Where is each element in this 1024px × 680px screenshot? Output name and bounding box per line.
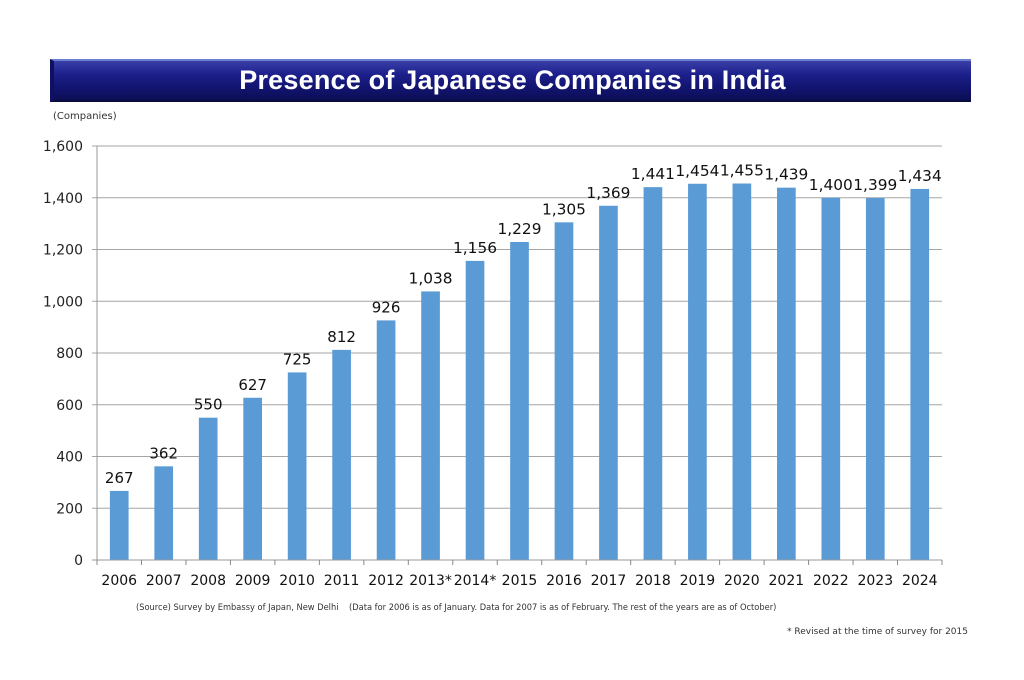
title-banner: Presence of Japanese Companies in India [50,59,971,102]
value-label: 1,399 [853,176,897,194]
bar [777,187,796,560]
value-label: 1,439 [764,166,808,184]
x-tick-label: 2023 [857,573,893,589]
value-label: 627 [238,376,267,394]
value-labels: 267 362 550 627 725 812 926 1,0381,1561,2291,30… [105,162,942,487]
bar [554,222,574,561]
y-tick-label: 400 [56,450,83,466]
x-axis-ticks: 2006 2007 2008 2009 2010 2011 2012 2013* 2014* 20… [96,560,943,589]
revised-note: * Revised at the time of survey for 2015 [787,627,968,637]
bar [243,397,262,560]
chart-title: Presence of Japanese Companies in India [239,65,786,95]
bar [910,188,930,560]
bar [732,183,752,561]
x-tick-label: 2006 [101,573,137,589]
bar [465,260,485,560]
x-tick-label: 2008 [190,573,226,589]
y-tick-label: 1,400 [43,191,83,207]
value-label: 362 [149,444,178,462]
source-note: (Source) Survey by Embassy of Japan, New… [136,603,777,613]
value-label: 267 [105,469,134,487]
x-tick-label: 2009 [235,573,271,589]
y-tick-label: 0 [74,553,83,569]
y-tick-label: 1,000 [43,294,83,310]
value-label: 1,455 [720,162,764,180]
value-label: 725 [283,350,312,368]
bar [376,320,396,560]
value-label: 1,434 [898,167,942,185]
y-tick-label: 800 [56,346,83,362]
y-tick-label: 1,200 [43,243,83,259]
y-tick-label: 1,600 [43,139,83,155]
x-tick-label: 2016 [546,573,582,589]
axes [92,146,942,561]
bar [421,291,440,560]
x-tick-label: 2012 [368,573,404,589]
value-label: 1,229 [498,220,542,238]
y-axis-ticks: 0 200 400 600 800 1,000 1,200 1,400 1,600 [43,139,83,569]
x-tick-label: 2018 [635,573,671,589]
bar [865,198,885,561]
value-label: 1,369 [586,184,630,202]
x-tick-label: 2021 [769,573,805,589]
x-tick-label: 2024 [902,573,938,589]
value-label: 1,400 [809,176,853,194]
value-label: 926 [372,298,401,316]
x-tick-label: 2014* [454,573,497,589]
x-tick-label: 2015 [502,573,538,589]
value-label: 812 [327,328,356,346]
bar [643,187,663,561]
bar [287,372,307,560]
bar [510,241,529,560]
x-tick-label: 2010 [279,573,315,589]
bar [109,490,129,560]
bar [821,197,841,560]
x-tick-label: 2020 [724,573,760,589]
x-tick-label: 2019 [680,573,716,589]
value-label: 1,156 [453,239,497,257]
x-tick-label: 2022 [813,573,849,589]
value-label: 1,454 [675,162,719,180]
bar [332,349,351,560]
y-tick-label: 200 [56,501,83,517]
x-tick-label: 2011 [324,573,360,589]
x-tick-label: 2007 [146,573,182,589]
bar [599,205,618,561]
x-tick-label: 2013* [409,573,452,589]
y-axis-unit-label: (Companies) [53,111,117,122]
value-label: 550 [194,396,223,414]
bar [198,417,218,560]
bars [109,183,930,561]
value-label: 1,441 [631,165,675,183]
y-tick-label: 600 [56,398,83,414]
value-label: 1,038 [409,269,453,287]
value-label: 1,305 [542,200,586,218]
bar [688,183,707,560]
bar [154,466,174,560]
x-tick-label: 2017 [591,573,627,589]
